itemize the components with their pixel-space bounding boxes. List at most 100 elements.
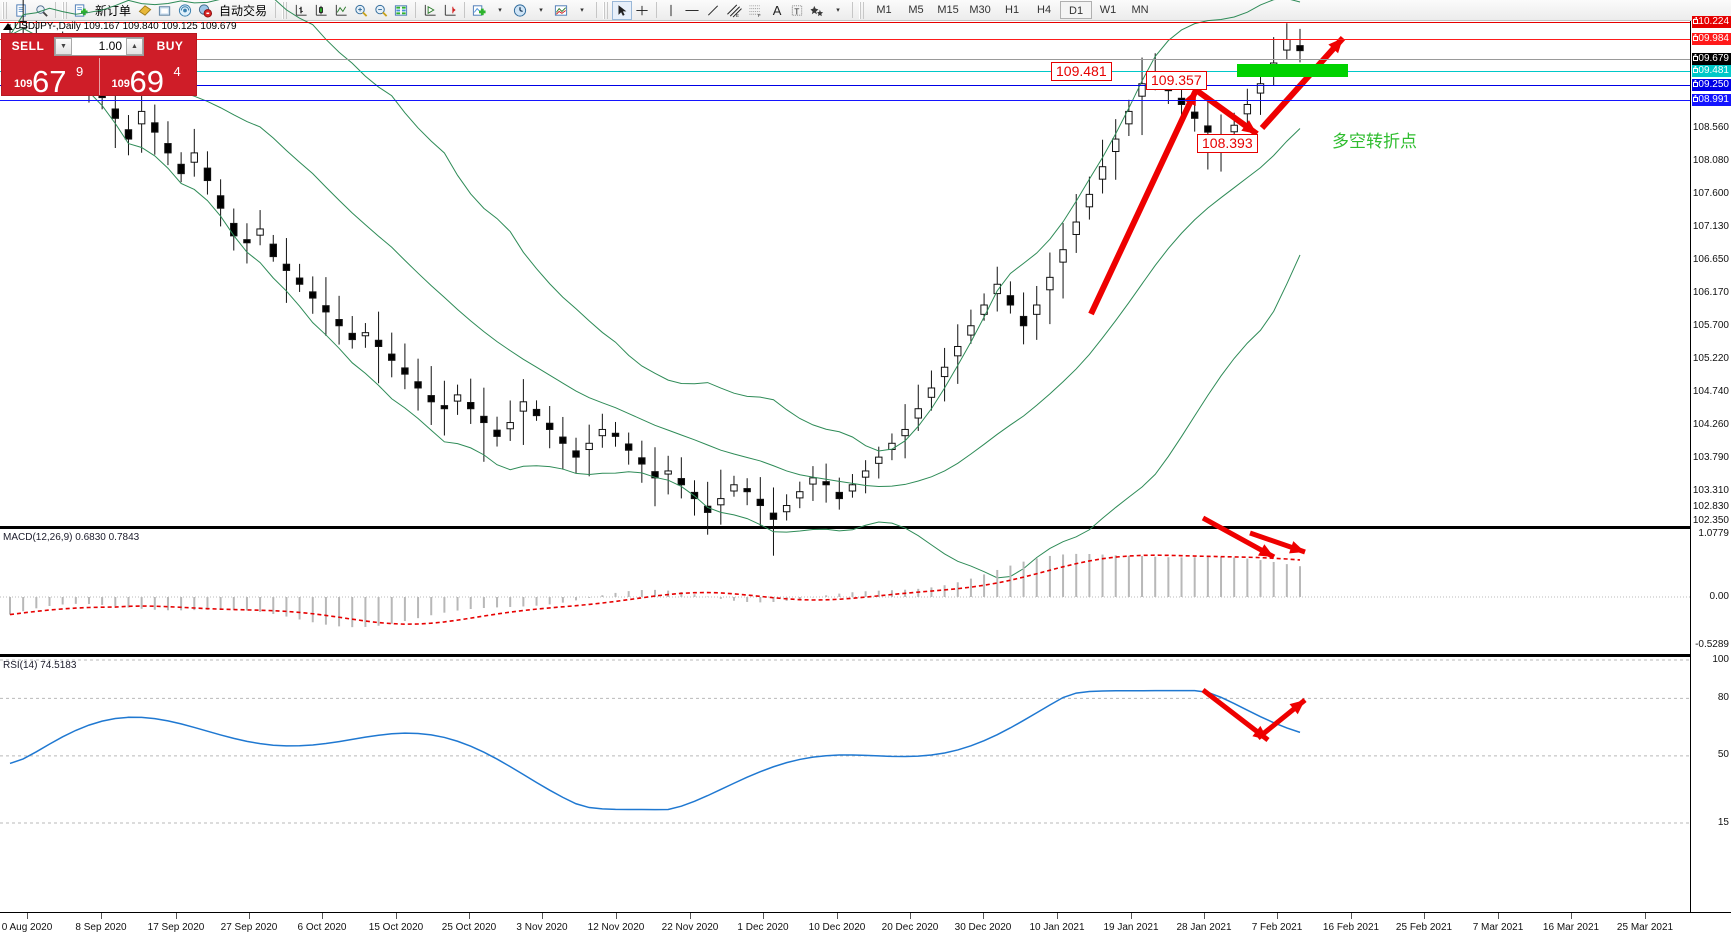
- price-tick: 103.310: [1692, 485, 1729, 496]
- time-tick-label: 25 Mar 2021: [1616, 922, 1674, 933]
- profiles-icon[interactable]: [31, 1, 51, 20]
- resistance-level-line[interactable]: [0, 39, 1690, 40]
- support-level-1-line[interactable]: [0, 85, 1690, 86]
- timeframe-mn[interactable]: MN: [1131, 4, 1149, 16]
- text-icon[interactable]: A: [772, 2, 782, 18]
- timeframe-m30[interactable]: M30: [969, 4, 991, 16]
- green-zone-highlight: [1237, 64, 1348, 77]
- pane-separator-2: [0, 654, 1690, 656]
- last-price-level[interactable]: 109.679: [1692, 53, 1731, 65]
- annotation-turning-point[interactable]: 多空转折点: [1332, 132, 1417, 151]
- toolbar-grip-2[interactable]: [62, 1, 69, 19]
- trendline-icon[interactable]: [703, 1, 723, 20]
- templates-icon[interactable]: [551, 1, 571, 20]
- svg-text:E: E: [736, 13, 739, 18]
- zoom-in-icon[interactable]: [351, 1, 371, 20]
- time-tick-mark: [1131, 913, 1132, 919]
- auto-scroll-icon[interactable]: [420, 1, 440, 20]
- price-axis[interactable]: 108.560 108.080 107.600 107.130 106.650 106.1…: [1690, 16, 1731, 912]
- price-tick: 106.170: [1692, 287, 1729, 298]
- annotation-108393[interactable]: 108.393: [1197, 134, 1258, 153]
- timeframe-w1[interactable]: W1: [1099, 4, 1117, 16]
- volume-increase-button[interactable]: ▲: [126, 37, 143, 55]
- toolbar-grip-5[interactable]: [859, 1, 867, 19]
- indicator-tick: 100: [1712, 654, 1729, 665]
- support-level-2-line[interactable]: [0, 100, 1690, 101]
- volume-decrease-button[interactable]: ▼: [55, 37, 72, 55]
- toolbar-grip[interactable]: [2, 1, 9, 19]
- toolbar-grip-4[interactable]: [603, 1, 611, 19]
- volume-stepper[interactable]: ▼ 1.00 ▲: [54, 36, 144, 56]
- chart-shift-icon[interactable]: [440, 1, 460, 20]
- indicators-icon[interactable]: [469, 1, 489, 20]
- price-tick: 105.220: [1692, 353, 1729, 364]
- periods-clock-icon[interactable]: [510, 1, 530, 20]
- level-marker-icon: [1693, 36, 1698, 41]
- autotrading-icon[interactable]: [195, 1, 215, 20]
- level-value: 109.250: [1692, 79, 1729, 90]
- sell-button[interactable]: SELL: [11, 39, 45, 53]
- new-order-label[interactable]: 新订单: [95, 3, 132, 18]
- svg-text:F: F: [758, 13, 761, 18]
- last-price-level-line[interactable]: [0, 59, 1690, 60]
- annotation-109481[interactable]: 109.481: [1051, 62, 1112, 81]
- support-level-1[interactable]: 109.250: [1692, 79, 1731, 91]
- volume-input[interactable]: 1.00: [98, 38, 122, 53]
- annotation-109357[interactable]: 109.357: [1146, 71, 1207, 90]
- time-tick-mark: [1498, 913, 1499, 919]
- timeframe-d1[interactable]: D1: [1060, 1, 1093, 19]
- data-window-icon[interactable]: [391, 1, 411, 20]
- templates-dropdown-icon[interactable]: ▾: [580, 7, 584, 14]
- crosshair-icon[interactable]: [632, 1, 652, 20]
- cursor-icon[interactable]: [612, 0, 633, 20]
- timeframe-m5[interactable]: M5: [908, 4, 924, 16]
- bar-chart-icon[interactable]: [291, 1, 311, 20]
- buy-button[interactable]: BUY: [156, 39, 184, 53]
- symbol-marker-icon: [3, 23, 13, 30]
- metaeditor-icon[interactable]: [135, 1, 155, 20]
- indicators-dropdown-icon[interactable]: ▾: [498, 7, 502, 14]
- buy-price-display[interactable]: 109 69 4: [98, 58, 197, 99]
- toolbar-grip-3[interactable]: [282, 1, 290, 19]
- vertical-line-icon[interactable]: [661, 1, 681, 20]
- new-chart-icon[interactable]: [11, 1, 31, 20]
- signals-icon[interactable]: [175, 1, 195, 20]
- support-level-2[interactable]: 108.991: [1692, 94, 1731, 106]
- shapes-dropdown-icon[interactable]: ▾: [836, 7, 840, 14]
- equidistant-channel-icon[interactable]: E: [723, 1, 745, 20]
- take-profit-level[interactable]: 110.224: [1692, 16, 1731, 28]
- sell-price-fraction: 9: [76, 64, 84, 79]
- price-pane[interactable]: [0, 32, 1690, 526]
- shapes-icon[interactable]: [807, 1, 827, 20]
- expert-advisors-icon[interactable]: [155, 1, 175, 20]
- timeframe-m15[interactable]: M15: [937, 4, 959, 16]
- time-tick-label: 0 Aug 2020: [1, 922, 53, 933]
- one-click-trading-panel[interactable]: SELL ▼ 1.00 ▲ BUY 109 67 9 109 69 4: [1, 33, 197, 99]
- time-tick-label: 7 Feb 2021: [1251, 922, 1303, 933]
- timeframe-h4[interactable]: H4: [1037, 4, 1052, 16]
- sell-price-display[interactable]: 109 67 9: [2, 58, 99, 99]
- level-marker-icon: [1693, 97, 1698, 102]
- zoom-out-icon[interactable]: [371, 1, 391, 20]
- time-tick-label: 8 Sep 2020: [75, 922, 127, 933]
- new-order-icon[interactable]: [71, 1, 91, 20]
- target-level-line[interactable]: [0, 71, 1690, 72]
- horizontal-line-icon[interactable]: [681, 1, 703, 20]
- time-tick-label: 3 Nov 2020: [516, 922, 568, 933]
- time-axis[interactable]: 0 Aug 2020 8 Sep 2020 17 Sep 2020 27 Sep 20…: [0, 912, 1731, 938]
- target-level[interactable]: 109.481: [1692, 65, 1731, 77]
- timeframe-h1[interactable]: H1: [1005, 4, 1020, 16]
- line-chart-icon[interactable]: [331, 1, 351, 20]
- level-value: 108.991: [1692, 94, 1729, 105]
- timeframe-m1[interactable]: M1: [876, 4, 892, 16]
- time-tick-mark: [983, 913, 984, 919]
- fibonacci-retracement-icon[interactable]: F: [745, 1, 767, 20]
- candlestick-chart-icon[interactable]: [311, 1, 331, 20]
- periods-dropdown-icon[interactable]: ▾: [539, 7, 543, 14]
- time-tick-mark: [469, 913, 470, 919]
- autotrading-label[interactable]: 自动交易: [219, 3, 268, 18]
- rsi-pane[interactable]: [0, 656, 1690, 802]
- text-label-icon[interactable]: T: [787, 1, 807, 20]
- macd-pane[interactable]: [0, 528, 1690, 655]
- resistance-level[interactable]: 109.984: [1692, 33, 1731, 45]
